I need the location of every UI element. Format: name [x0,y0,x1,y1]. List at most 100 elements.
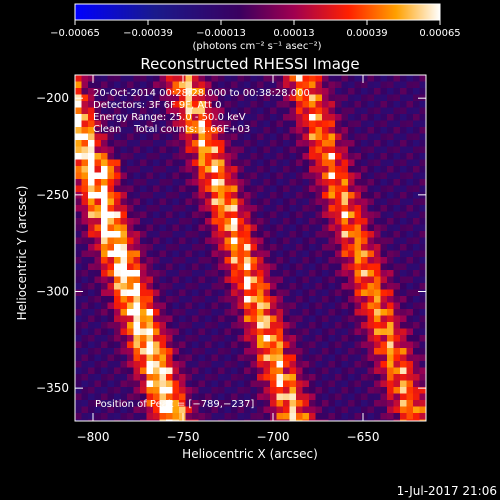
heatmap-cell [406,179,414,186]
heatmap-cell [387,75,394,82]
heatmap-cell [283,94,290,102]
heatmap-cell [354,218,362,225]
heatmap-cell [211,302,219,310]
heatmap-cell [257,419,264,421]
heatmap-cell [283,276,290,284]
heatmap-cell [315,289,323,297]
heatmap-cell [75,335,82,342]
heatmap-cell [374,127,381,134]
heatmap-cell [94,94,102,102]
heatmap-cell [406,159,414,167]
heatmap-cell [400,192,407,199]
heatmap-cell [94,159,102,167]
heatmap-cell [419,374,426,381]
heatmap-cell [263,114,271,121]
heatmap-cell [179,348,186,355]
heatmap-cell [374,250,381,258]
heatmap-cell [146,198,154,206]
heatmap-cell [101,94,108,102]
heatmap-cell [393,296,401,303]
heatmap-cell [302,140,310,147]
heatmap-cell [257,205,264,212]
heatmap-cell [94,302,102,310]
heatmap-cell [140,250,147,258]
heatmap-cell [413,237,420,245]
heatmap-cell [94,296,102,303]
heatmap-cell [101,257,108,264]
heatmap-cell [406,146,414,154]
heatmap-cell [159,237,167,245]
heatmap-cell [302,224,310,232]
heatmap-cell [101,315,108,323]
heatmap-cell [244,231,251,238]
heatmap-cell [166,101,173,108]
heatmap-cell [406,302,414,310]
heatmap-cell [380,315,388,323]
heatmap-cell [367,192,375,199]
heatmap-cell [374,374,381,381]
heatmap-cell [413,120,420,128]
heatmap-cell [276,289,284,297]
heatmap-cell [114,114,121,121]
heatmap-cell [387,101,394,108]
heatmap-cell [257,361,264,368]
heatmap-cell [88,211,95,219]
heatmap-cell [75,315,82,323]
heatmap-cell [101,218,108,225]
heatmap-cell [244,114,251,121]
heatmap-cell [263,120,271,128]
heatmap-cell [159,120,167,128]
heatmap-cell [296,185,303,193]
heatmap-cell [75,75,82,82]
heatmap-cell [159,244,167,251]
heatmap-cell [114,348,121,355]
heatmap-cell [393,374,401,381]
heatmap-cell [198,348,206,355]
heatmap-cell [107,283,115,290]
heatmap-cell [244,315,251,323]
heatmap-cell [367,114,375,121]
heatmap-cell [153,224,160,232]
heatmap-cell [315,120,323,128]
heatmap-cell [413,231,420,238]
heatmap-cell [166,315,173,323]
heatmap-cell [393,400,401,407]
heatmap-cell [348,172,355,180]
heatmap-cell [198,101,206,108]
heatmap-cell [374,419,381,421]
heatmap-cell [218,127,225,134]
heatmap-cell [276,257,284,264]
heatmap-cell [289,250,297,258]
heatmap-cell [172,380,180,388]
heatmap-cell [322,393,329,401]
heatmap-cell [107,250,115,258]
heatmap-cell [101,237,108,245]
heatmap-cell [159,153,167,160]
heatmap-cell [335,114,342,121]
heatmap-cell [374,315,381,323]
heatmap-cell [237,341,245,349]
heatmap-cell [413,127,420,134]
heatmap-cell [172,153,180,160]
heatmap-cell [231,263,238,271]
heatmap-cell [250,159,258,167]
heatmap-cell [263,75,271,82]
heatmap-cell [101,192,108,199]
heatmap-cell [146,341,154,349]
heatmap-cell [205,159,212,167]
heatmap-cell [341,328,349,336]
heatmap-cell [419,114,426,121]
heatmap-cell [166,185,173,193]
heatmap-cell [88,231,95,238]
heatmap-cell [335,393,342,401]
heatmap-cell [354,270,362,277]
heatmap-cell [250,192,258,199]
heatmap-cell [172,179,180,186]
heatmap-cell [237,250,245,258]
heatmap-cell [335,380,342,388]
heatmap-cell [88,289,95,297]
heatmap-cell [374,309,381,316]
heatmap-cell [348,328,355,336]
heatmap-cell [406,341,414,349]
heatmap-cell [387,348,394,355]
